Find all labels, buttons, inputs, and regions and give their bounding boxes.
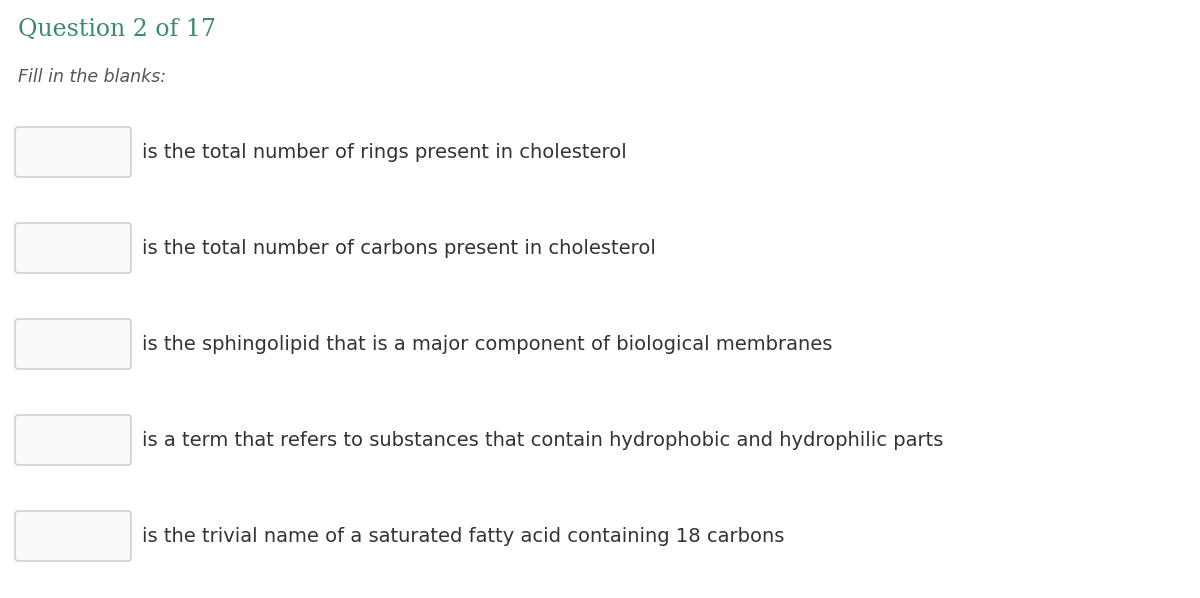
Text: is the trivial name of a saturated fatty acid containing 18 carbons: is the trivial name of a saturated fatty… <box>142 526 785 545</box>
Text: is the total number of rings present in cholesterol: is the total number of rings present in … <box>142 142 626 161</box>
FancyBboxPatch shape <box>14 319 131 369</box>
Text: is a term that refers to substances that contain hydrophobic and hydrophilic par: is a term that refers to substances that… <box>142 431 943 450</box>
FancyBboxPatch shape <box>14 127 131 177</box>
Text: is the sphingolipid that is a major component of biological membranes: is the sphingolipid that is a major comp… <box>142 334 833 353</box>
FancyBboxPatch shape <box>14 511 131 561</box>
Text: Question 2 of 17: Question 2 of 17 <box>18 18 216 41</box>
FancyBboxPatch shape <box>14 415 131 465</box>
FancyBboxPatch shape <box>14 223 131 273</box>
Text: Fill in the blanks:: Fill in the blanks: <box>18 68 166 86</box>
Text: is the total number of carbons present in cholesterol: is the total number of carbons present i… <box>142 239 656 258</box>
